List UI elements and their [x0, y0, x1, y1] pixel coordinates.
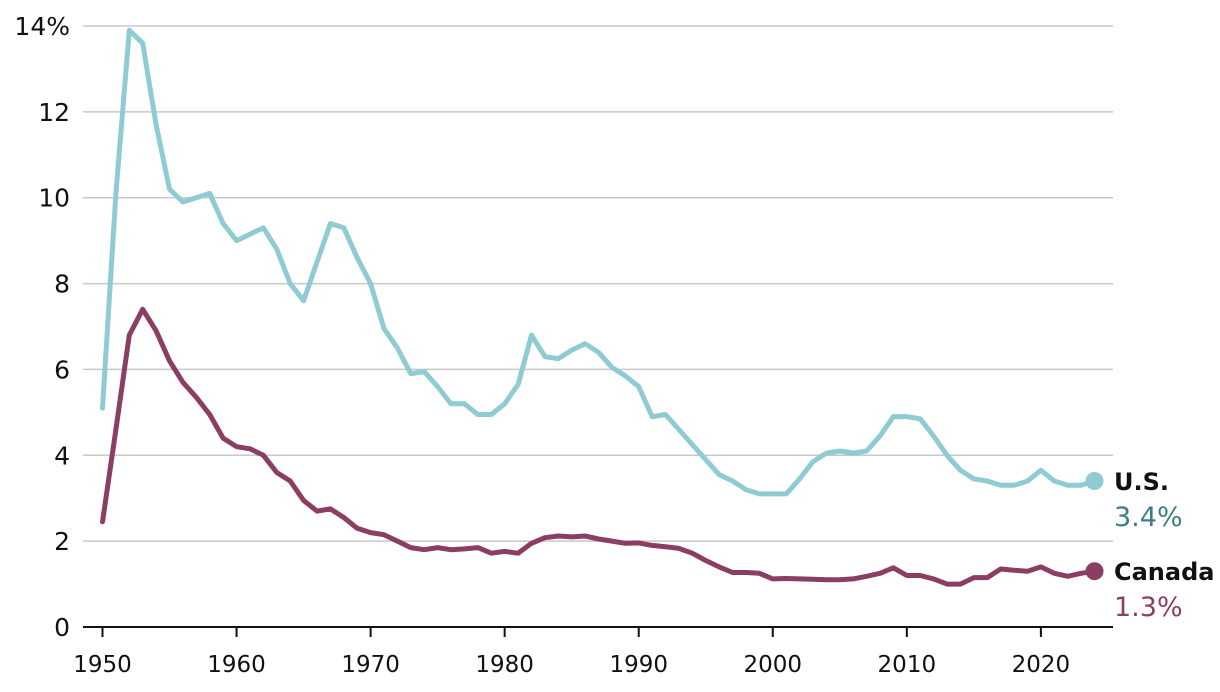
gridlines	[83, 25, 1113, 542]
series-value-canada: 1.3%	[1114, 592, 1183, 623]
x-tick-label: 2020	[1012, 652, 1071, 678]
y-tick-label: 2	[54, 527, 70, 556]
x-tick-label: 1990	[609, 652, 668, 678]
series-end-labels: U.S. 3.4% Canada 1.3%	[1085, 468, 1214, 623]
y-tick-label: 10	[38, 184, 70, 213]
x-tick-label: 2000	[743, 652, 802, 678]
x-tick-label: 1960	[207, 652, 266, 678]
x-tick-label: 1980	[475, 652, 534, 678]
series-label-canada: Canada	[1114, 558, 1214, 586]
end-point-canada	[1085, 562, 1104, 581]
x-tick-label: 2010	[878, 652, 937, 678]
x-axis: 1950 1960 1970 1980 1990 2000 2010 2020	[73, 626, 1113, 678]
y-tick-label: 14%	[14, 12, 70, 41]
x-tick-label: 1970	[341, 652, 400, 678]
x-tick-label: 1950	[73, 652, 132, 678]
y-tick-label: 0	[54, 613, 70, 642]
y-tick-label: 12	[38, 98, 70, 127]
series-line-u-s	[100, 27, 1097, 497]
end-point-u-s	[1085, 472, 1104, 491]
y-tick-label: 6	[54, 355, 70, 384]
series-lines	[100, 27, 1097, 587]
series-line-canada	[100, 306, 1097, 587]
series-label-u-s: U.S.	[1114, 468, 1169, 496]
y-tick-label: 8	[54, 270, 70, 299]
series-value-u-s: 3.4%	[1114, 502, 1183, 533]
y-axis-tick-labels: 0 2 4 6 8 10 12 14%	[14, 12, 70, 642]
y-tick-label: 4	[54, 441, 70, 470]
